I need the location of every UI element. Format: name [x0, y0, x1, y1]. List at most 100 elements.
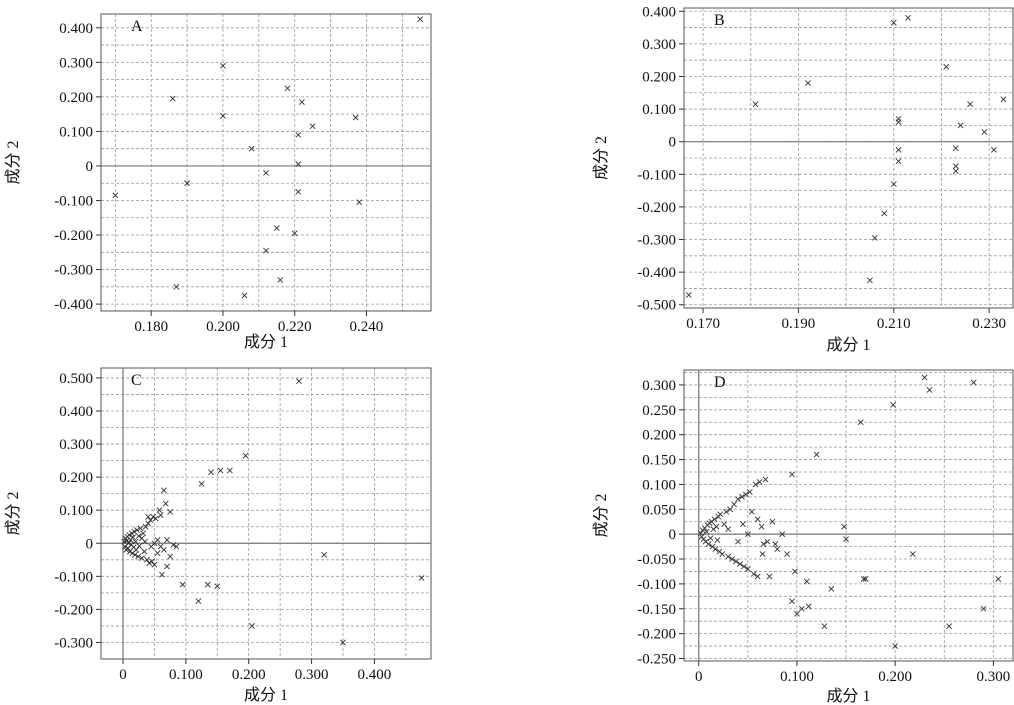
y-tick-label: 0.400: [59, 21, 93, 37]
data-point: [735, 538, 741, 545]
data-point: [890, 401, 897, 408]
y-tick-label: -0.300: [54, 635, 93, 651]
data-point: [248, 145, 255, 152]
data-point: [805, 603, 812, 610]
data-point: [756, 479, 763, 485]
data-point: [418, 575, 425, 581]
data-point: [135, 533, 142, 539]
panel-label: A: [131, 18, 143, 35]
data-point: [128, 530, 135, 537]
y-tick-label: 0: [86, 159, 94, 175]
data-point: [862, 576, 869, 582]
y-tick-label: 0.150: [642, 453, 676, 469]
y-tick-label: -0.100: [54, 193, 93, 209]
data-point: [714, 537, 721, 544]
y-tick-label: 0.200: [59, 470, 93, 486]
data-point: [160, 487, 167, 494]
panel-a: 0.180 0.200 0.220 0.240 0.400 0.300 0.200 0.100…: [4, 13, 432, 351]
y-axis-label: 成分 2: [4, 140, 22, 184]
data-point: [952, 145, 959, 152]
data-point: [860, 576, 867, 582]
data-point: [752, 481, 759, 488]
data-point: [772, 541, 779, 548]
data-point: [871, 234, 878, 241]
y-tick-label: -0.050: [637, 552, 676, 568]
x-tick-label: 0.300: [976, 669, 1010, 685]
y-tick-label: -0.200: [637, 200, 676, 216]
data-point: [147, 517, 154, 524]
data-point: [154, 537, 161, 543]
data-point: [719, 551, 726, 557]
x-tick-label: 0.180: [134, 319, 168, 335]
data-point: [774, 546, 781, 552]
data-point: [733, 558, 739, 565]
data-point: [921, 374, 928, 381]
y-tick-label: 0.200: [642, 428, 676, 444]
data-point: [1000, 96, 1007, 103]
plot-frame: [683, 369, 1014, 662]
y-tick-label: 0.100: [59, 124, 93, 140]
y-tick-label: -0.500: [637, 298, 676, 314]
x-tick-label: 0.200: [878, 669, 912, 685]
data-point: [725, 553, 732, 560]
data-point: [895, 158, 902, 165]
data-point: [803, 578, 810, 585]
data-point: [750, 571, 757, 577]
x-tick-label: 0.400: [358, 667, 392, 683]
data-point: [173, 543, 180, 550]
data-point: [744, 531, 751, 538]
data-point: [145, 513, 152, 520]
data-point: [759, 551, 766, 557]
x-axis-label: 成分 1: [244, 686, 288, 704]
data-point: [764, 538, 771, 545]
data-point: [943, 63, 950, 70]
data-point: [711, 516, 718, 523]
data-point: [138, 555, 145, 562]
data-point: [135, 553, 142, 560]
data-point: [967, 101, 974, 108]
data-point: [298, 99, 305, 105]
data-point: [754, 516, 761, 523]
data-point: [226, 467, 233, 474]
data-point: [905, 14, 912, 21]
y-tick-label: 0.250: [642, 403, 676, 419]
data-point: [164, 537, 170, 543]
y-tick-label: 0.300: [642, 378, 676, 394]
y-tick-label: 0.300: [59, 437, 93, 453]
data-point: [133, 546, 140, 553]
data-point: [713, 523, 720, 530]
y-tick-label: -0.100: [637, 167, 676, 183]
data-point: [762, 476, 769, 483]
data-point: [295, 188, 302, 195]
data-point: [277, 277, 284, 283]
data-point: [195, 598, 202, 605]
x-tick-label: 0.200: [206, 319, 240, 335]
data-point: [789, 598, 795, 605]
x-axis-label: 成分 1: [826, 687, 870, 705]
data-point: [291, 230, 298, 237]
data-point: [813, 451, 820, 458]
x-tick-label: 0.190: [782, 316, 816, 332]
y-tick-label: -0.300: [637, 233, 676, 249]
y-tick-label: 0.400: [59, 404, 93, 420]
data-point: [138, 535, 145, 542]
data-point: [843, 536, 849, 543]
data-point: [794, 610, 800, 617]
data-point: [737, 561, 743, 567]
data-point: [263, 169, 269, 176]
data-point: [769, 518, 776, 525]
data-point: [156, 507, 163, 514]
data-point: [352, 114, 359, 121]
data-point: [157, 512, 164, 519]
data-point: [723, 508, 730, 515]
x-tick-label: 0: [119, 667, 127, 683]
y-tick-label: -0.200: [637, 627, 676, 643]
y-tick-label: 0.050: [642, 502, 676, 518]
x-tick-label: 0.100: [780, 669, 814, 685]
data-point: [881, 210, 888, 217]
x-tick-label: 0.220: [278, 319, 312, 335]
data-point: [760, 541, 767, 548]
data-point: [295, 131, 302, 138]
data-point: [766, 573, 773, 580]
y-tick-label: -0.400: [637, 265, 676, 281]
